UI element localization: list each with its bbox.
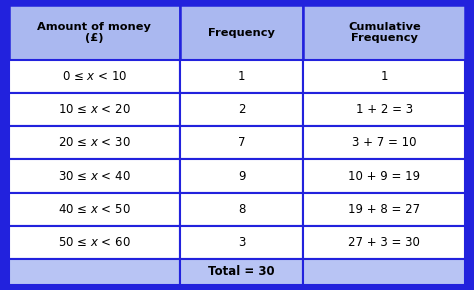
Text: 3 + 7 = 10: 3 + 7 = 10 <box>352 136 417 149</box>
Bar <box>9 60 180 93</box>
Bar <box>303 93 465 126</box>
Bar <box>9 193 180 226</box>
Bar <box>180 193 303 226</box>
Text: 27 + 3 = 30: 27 + 3 = 30 <box>348 236 420 249</box>
Text: Cumulative
Frequency: Cumulative Frequency <box>348 22 421 44</box>
Text: 0 ≤ $x$ < 10: 0 ≤ $x$ < 10 <box>62 70 127 83</box>
Bar <box>180 226 303 259</box>
Text: Total = 30: Total = 30 <box>208 265 275 278</box>
Bar <box>180 60 303 93</box>
Bar <box>9 160 180 193</box>
Text: 1: 1 <box>238 70 246 83</box>
Text: 30 ≤ $x$ < 40: 30 ≤ $x$ < 40 <box>58 170 130 182</box>
Bar <box>303 259 465 285</box>
Bar <box>9 259 180 285</box>
Bar <box>9 5 180 60</box>
Bar <box>303 126 465 160</box>
Bar <box>180 160 303 193</box>
Text: 1: 1 <box>381 70 388 83</box>
Text: Amount of money
(£): Amount of money (£) <box>37 22 151 44</box>
FancyBboxPatch shape <box>4 2 470 288</box>
Text: 50 ≤ $x$ < 60: 50 ≤ $x$ < 60 <box>58 236 130 249</box>
Bar <box>9 226 180 259</box>
Text: 20 ≤ $x$ < 30: 20 ≤ $x$ < 30 <box>58 136 130 149</box>
Bar <box>9 93 180 126</box>
Text: 10 + 9 = 19: 10 + 9 = 19 <box>348 170 420 182</box>
Text: 40 ≤ $x$ < 50: 40 ≤ $x$ < 50 <box>58 203 130 216</box>
Bar <box>180 259 303 285</box>
Bar <box>303 193 465 226</box>
Text: 10 ≤ $x$ < 20: 10 ≤ $x$ < 20 <box>58 103 130 116</box>
Bar <box>303 60 465 93</box>
Bar <box>180 5 303 60</box>
Text: 8: 8 <box>238 203 245 216</box>
Text: 9: 9 <box>238 170 246 182</box>
Bar <box>303 160 465 193</box>
Text: 7: 7 <box>238 136 246 149</box>
Bar <box>180 93 303 126</box>
Text: 19 + 8 = 27: 19 + 8 = 27 <box>348 203 420 216</box>
Text: 3: 3 <box>238 236 245 249</box>
Bar <box>9 126 180 160</box>
Text: 2: 2 <box>238 103 246 116</box>
Bar <box>180 126 303 160</box>
Bar <box>303 5 465 60</box>
Bar <box>303 226 465 259</box>
Text: 1 + 2 = 3: 1 + 2 = 3 <box>356 103 413 116</box>
Text: Frequency: Frequency <box>208 28 275 38</box>
